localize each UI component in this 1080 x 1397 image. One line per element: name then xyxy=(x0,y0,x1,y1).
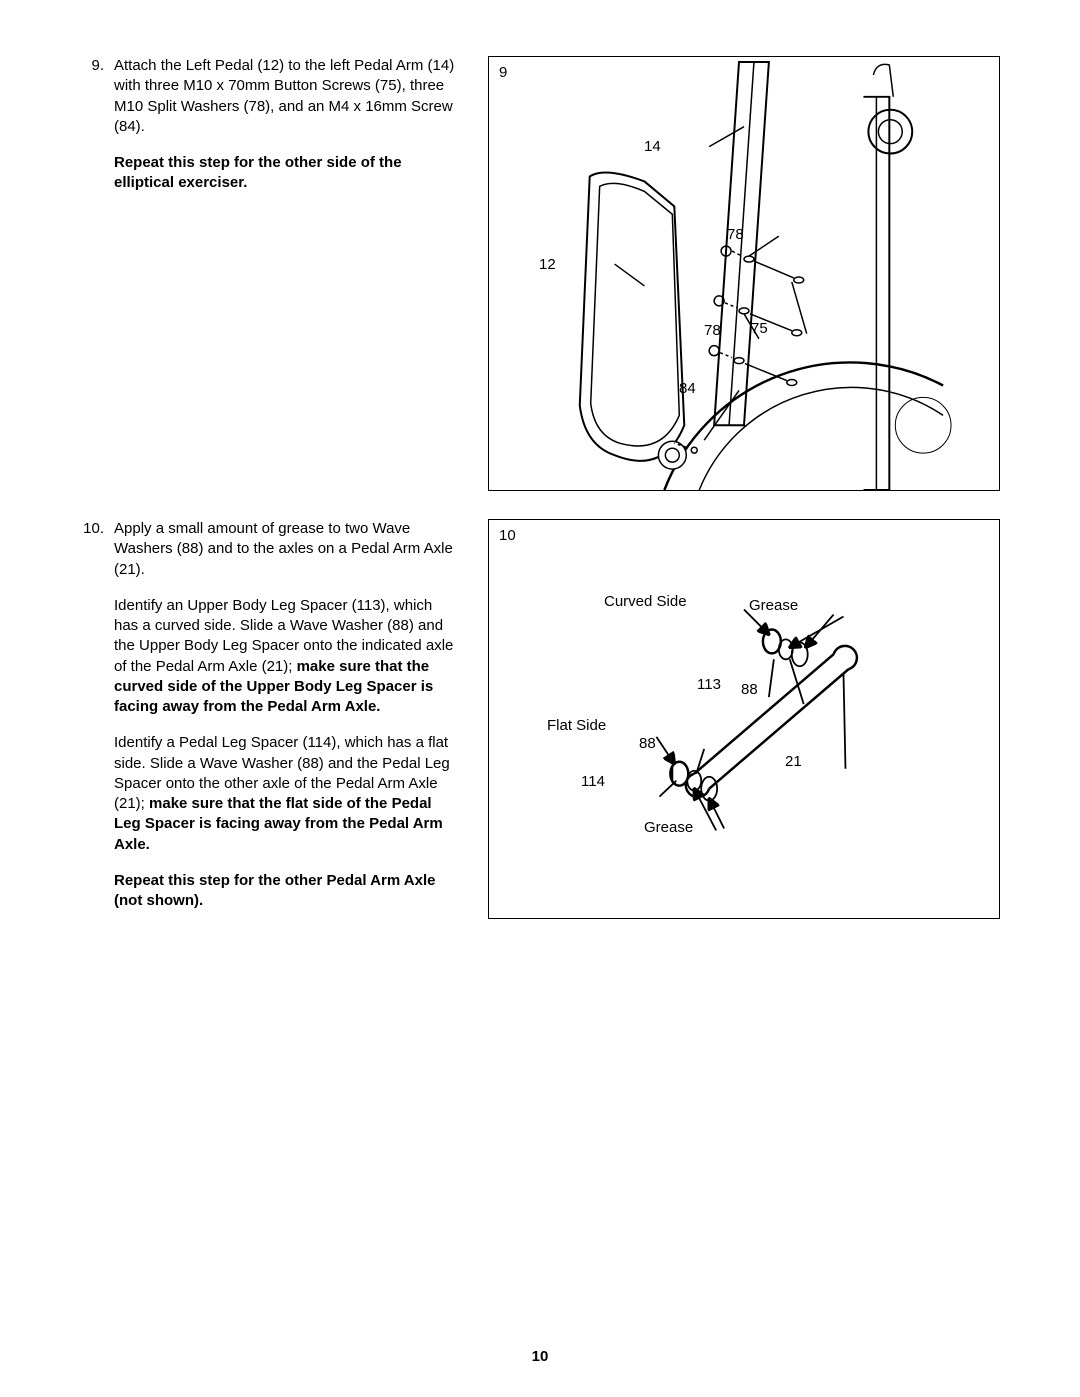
step10-p1: Apply a small amount of grease to two Wa… xyxy=(114,519,460,580)
fig10-label-88a: 88 xyxy=(741,680,758,700)
figure9: 9 xyxy=(488,56,1000,491)
fig10-label-88b: 88 xyxy=(639,734,656,754)
figure10: 10 xyxy=(488,519,1000,919)
step10-p3: Identify a Pedal Leg Spacer (114), which… xyxy=(114,733,460,855)
fig9-label-84: 84 xyxy=(679,379,696,399)
step10-p4: Repeat this step for the other Pedal Arm… xyxy=(114,871,460,912)
step9-p2: Repeat this step for the other side of t… xyxy=(114,153,460,194)
fig10-label-grease1: Grease xyxy=(749,596,798,616)
fig9-label-78b: 78 xyxy=(704,321,721,341)
step10-row: 10. Apply a small amount of grease to tw… xyxy=(80,519,1000,927)
figure10-container: 10 xyxy=(488,519,1000,919)
fig10-label-21: 21 xyxy=(785,752,802,772)
page-number: 10 xyxy=(0,1347,1080,1367)
figure9-number: 9 xyxy=(499,63,507,83)
step10-text: 10. Apply a small amount of grease to tw… xyxy=(80,519,460,927)
step9-number: 9. xyxy=(80,56,104,210)
step9-text: 9. Attach the Left Pedal (12) to the lef… xyxy=(80,56,460,210)
fig10-label-flat: Flat Side xyxy=(547,716,606,736)
step9-row: 9. Attach the Left Pedal (12) to the lef… xyxy=(80,56,1000,491)
figure9-drawing xyxy=(489,57,999,490)
step10-p2: Identify an Upper Body Leg Spacer (113),… xyxy=(114,596,460,718)
fig9-label-14: 14 xyxy=(644,137,661,157)
fig10-label-curved: Curved Side xyxy=(604,592,687,612)
fig9-label-78a: 78 xyxy=(727,225,744,245)
fig9-label-75: 75 xyxy=(751,319,768,339)
step10-number: 10. xyxy=(80,519,104,927)
step9-p1: Attach the Left Pedal (12) to the left P… xyxy=(114,56,460,137)
figure10-number: 10 xyxy=(499,526,516,546)
page: 9. Attach the Left Pedal (12) to the lef… xyxy=(0,0,1080,1397)
fig10-label-114: 114 xyxy=(581,772,605,792)
figure9-container: 9 xyxy=(488,56,1000,491)
fig9-label-12: 12 xyxy=(539,255,556,275)
fig10-label-grease2: Grease xyxy=(644,818,693,838)
step10-p3b: make sure that the flat side of the Peda… xyxy=(114,795,443,853)
fig10-label-113: 113 xyxy=(697,675,721,695)
